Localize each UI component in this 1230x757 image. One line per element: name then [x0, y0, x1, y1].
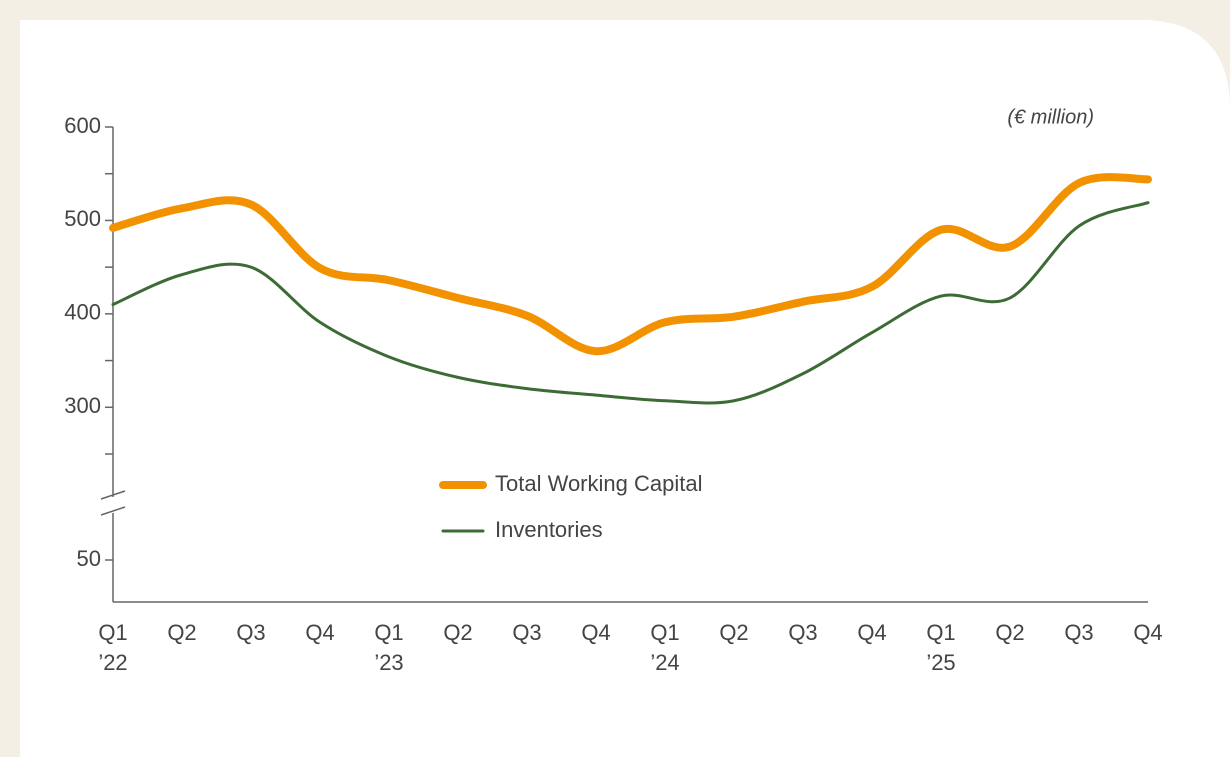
- unit-label: (€ million): [1007, 106, 1094, 128]
- y-tick-label: 300: [64, 393, 101, 418]
- x-tick-label: Q3: [236, 620, 265, 645]
- axis-break: [100, 506, 126, 516]
- x-tick-label: Q2: [443, 620, 472, 645]
- x-tick-label-line: Q1: [98, 620, 127, 645]
- x-tick-label: Q3: [1064, 620, 1093, 645]
- x-tick-label: Q1’25: [926, 620, 955, 675]
- y-tick-label: 600: [64, 113, 101, 138]
- x-tick-label: Q4: [305, 620, 334, 645]
- x-tick-label: Q2: [719, 620, 748, 645]
- x-tick-label-line: Q1: [374, 620, 403, 645]
- x-tick-label-line: Q1: [650, 620, 679, 645]
- series-line: [111, 201, 1150, 405]
- legend-label: Total Working Capital: [495, 471, 702, 496]
- x-tick-label-line: Q4: [857, 620, 886, 645]
- y-tick-label: 50: [77, 546, 101, 571]
- x-tick-label: Q2: [995, 620, 1024, 645]
- series-line: [109, 173, 1152, 356]
- axis-break: [100, 490, 126, 500]
- x-tick-label: Q1’23: [374, 620, 403, 675]
- x-tick-label-line: Q3: [236, 620, 265, 645]
- x-tick-label-line: ’24: [650, 650, 679, 675]
- x-tick-label-line: ’23: [374, 650, 403, 675]
- x-tick-label-line: Q2: [167, 620, 196, 645]
- x-tick-label-line: Q3: [512, 620, 541, 645]
- x-tick-label: Q4: [581, 620, 610, 645]
- x-tick-label-line: Q2: [443, 620, 472, 645]
- x-tick-label: Q4: [857, 620, 886, 645]
- x-tick-label: Q4: [1133, 620, 1162, 645]
- x-tick-label: Q3: [788, 620, 817, 645]
- panel: [20, 20, 1230, 757]
- x-tick-label-line: Q2: [719, 620, 748, 645]
- x-tick-label-line: ’22: [98, 650, 127, 675]
- x-tick-label-line: Q1: [926, 620, 955, 645]
- legend-label: Inventories: [495, 517, 603, 542]
- y-tick-label: 400: [64, 300, 101, 325]
- x-tick-label-line: ’25: [926, 650, 955, 675]
- x-tick-label: Q2: [167, 620, 196, 645]
- x-tick-label-line: Q3: [788, 620, 817, 645]
- x-tick-label-line: Q3: [1064, 620, 1093, 645]
- x-tick-label: Q3: [512, 620, 541, 645]
- x-tick-label: Q1’24: [650, 620, 679, 675]
- x-tick-label: Q1’22: [98, 620, 127, 675]
- x-tick-label-line: Q4: [305, 620, 334, 645]
- x-tick-label-line: Q2: [995, 620, 1024, 645]
- y-tick-label: 500: [64, 206, 101, 231]
- x-tick-label-line: Q4: [581, 620, 610, 645]
- x-tick-label-line: Q4: [1133, 620, 1162, 645]
